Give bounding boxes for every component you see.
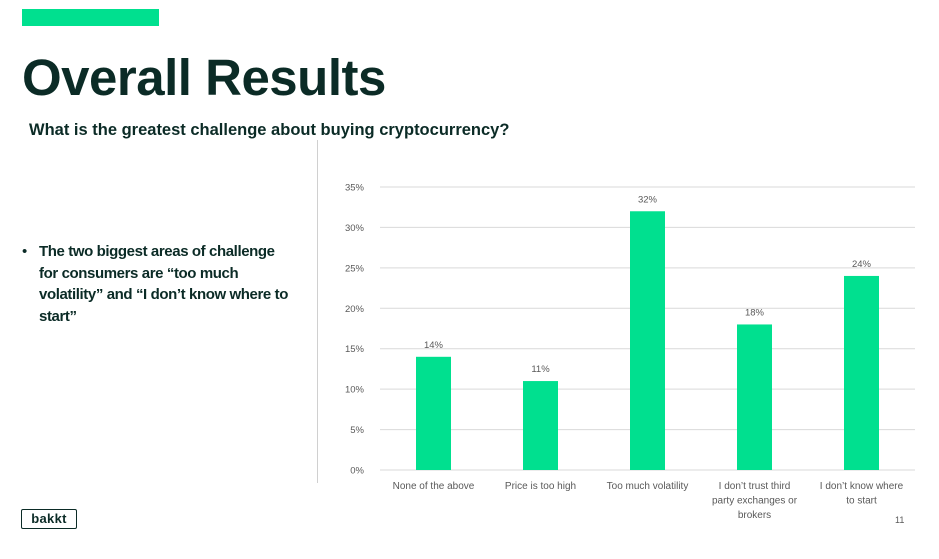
bakkt-logo: bakkt	[21, 509, 77, 529]
divider	[317, 140, 318, 483]
bullet-icon: •	[22, 243, 27, 260]
page-title: Overall Results	[22, 49, 386, 106]
y-tick-label: 30%	[345, 223, 365, 234]
y-tick-label: 25%	[345, 263, 365, 274]
x-tick-label-line: I don’t trust third	[719, 481, 791, 492]
insight-text: The two biggest areas of challenge for c…	[39, 243, 288, 325]
x-tick-label: None of the above	[393, 481, 475, 492]
x-tick-label-line: to start	[846, 496, 877, 507]
bar	[416, 356, 451, 470]
bar	[523, 381, 558, 470]
x-tick-label: I don’t trust third party exchanges or bro…	[712, 481, 798, 521]
page-number: 11	[895, 515, 905, 525]
bar	[737, 324, 772, 470]
y-tick-label: 5%	[350, 425, 364, 436]
y-tick-label: 20%	[345, 304, 365, 315]
x-tick-label-line: I don’t know where	[820, 481, 904, 492]
x-tick-label: Too much volatility	[607, 481, 689, 492]
x-tick-label-line: Price is too high	[505, 481, 576, 492]
bar-chart: 0% 5% 10% 15% 20% 25% 30% 35% 14% None of the abo…	[345, 183, 915, 521]
data-label: 18%	[745, 307, 765, 318]
x-tick-label-line: Too much volatility	[607, 481, 689, 492]
x-tick-label: Price is too high	[505, 481, 576, 492]
insight-bullet: • The two biggest areas of challenge for…	[22, 241, 292, 327]
x-tick-label-line: party exchanges or	[712, 496, 798, 507]
survey-question: What is the greatest challenge about buy…	[29, 121, 510, 139]
accent-bar	[22, 9, 159, 26]
y-tick-label: 15%	[345, 344, 365, 355]
x-tick-label-line: None of the above	[393, 481, 475, 492]
y-tick-label: 10%	[345, 385, 365, 396]
x-tick-label-line: brokers	[738, 510, 771, 521]
data-label: 14%	[424, 340, 444, 351]
bar	[630, 211, 665, 470]
y-tick-label: 0%	[350, 466, 364, 477]
bar	[844, 275, 879, 470]
x-tick-label: I don’t know where to start	[820, 481, 904, 507]
data-label: 24%	[852, 259, 872, 270]
y-tick-label: 35%	[345, 183, 365, 194]
data-label: 11%	[531, 364, 550, 375]
data-label: 32%	[638, 194, 658, 205]
